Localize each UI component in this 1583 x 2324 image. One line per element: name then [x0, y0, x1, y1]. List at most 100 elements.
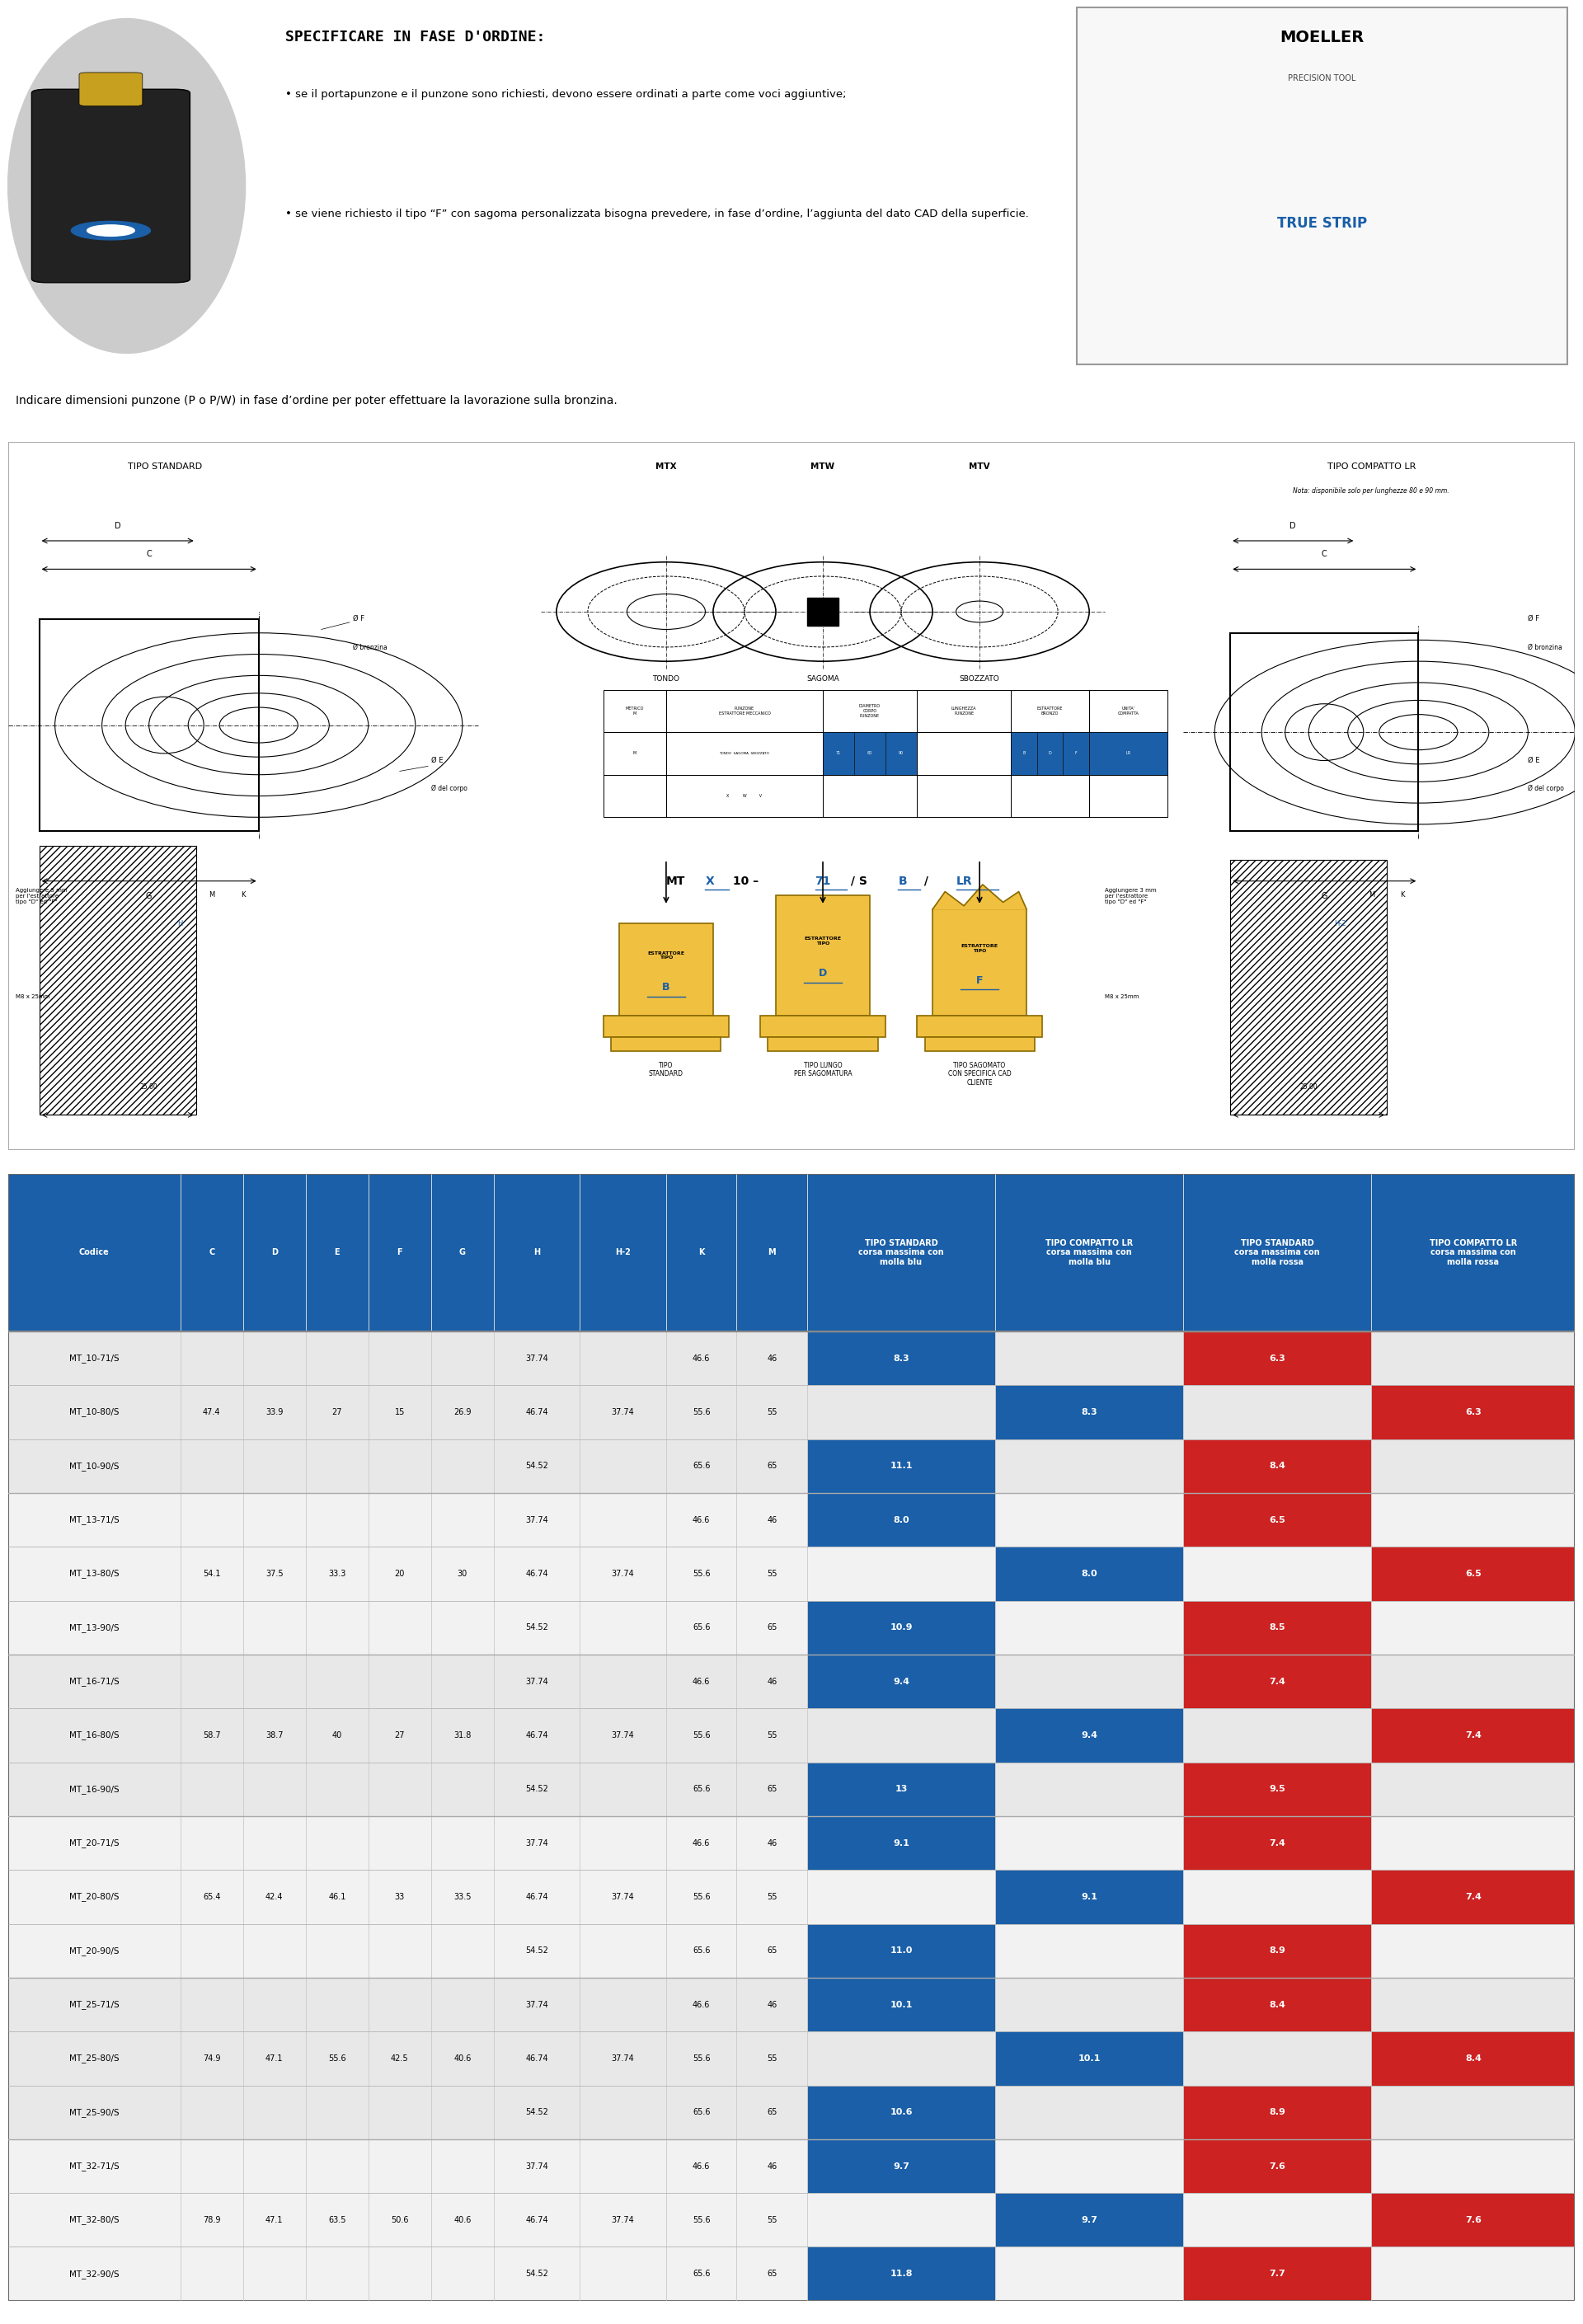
Text: 46.6: 46.6: [693, 1678, 711, 1685]
Text: D: D: [1048, 751, 1051, 755]
Text: Indicare dimensioni punzone (P o P/W) in fase d’ordine per poter effettuare la l: Indicare dimensioni punzone (P o P/W) in…: [16, 395, 617, 407]
Bar: [431, 1385, 494, 1439]
Bar: [736, 1655, 807, 1708]
Bar: [736, 1924, 807, 1978]
Bar: [494, 1385, 579, 1439]
Bar: [736, 1762, 807, 1815]
Text: ESTRATTORE
BRONZO: ESTRATTORE BRONZO: [1037, 706, 1064, 716]
Text: 33.9: 33.9: [266, 1408, 283, 1415]
Bar: [666, 732, 823, 774]
Bar: [1184, 1708, 1371, 1762]
Text: 11.1: 11.1: [890, 1462, 912, 1471]
Bar: [369, 1601, 431, 1655]
Bar: [244, 1174, 306, 1332]
Text: 7.7: 7.7: [1270, 2271, 1285, 2278]
Bar: [760, 1016, 885, 1037]
Bar: [996, 1439, 1184, 1492]
Bar: [996, 1385, 1184, 1439]
Text: C: C: [146, 551, 152, 558]
Text: ESTRATTORE
TIPO: ESTRATTORE TIPO: [804, 937, 842, 946]
Bar: [611, 1037, 720, 1050]
Text: MT_32-80/S: MT_32-80/S: [70, 2215, 119, 2224]
Bar: [736, 1548, 807, 1601]
Text: TIPO COMPATTO LR: TIPO COMPATTO LR: [1327, 462, 1415, 472]
Text: TIPO SAGOMATO
CON SPECIFICA CAD
CLIENTE: TIPO SAGOMATO CON SPECIFICA CAD CLIENTE: [948, 1062, 1012, 1085]
Bar: [8, 2194, 180, 2247]
Bar: [431, 2247, 494, 2301]
Bar: [369, 2247, 431, 2301]
Text: / S: / S: [847, 876, 867, 888]
Bar: [807, 1385, 996, 1439]
Text: MTW: MTW: [810, 462, 834, 472]
Bar: [180, 2138, 244, 2194]
Text: MT_13-80/S: MT_13-80/S: [70, 1569, 119, 1578]
Bar: [431, 2085, 494, 2138]
Bar: [8, 1439, 180, 1492]
Text: 54.52: 54.52: [526, 2271, 548, 2278]
Text: 15: 15: [394, 1408, 405, 1415]
Bar: [306, 1601, 369, 1655]
Bar: [369, 1708, 431, 1762]
Text: 55.6: 55.6: [692, 2054, 711, 2061]
Text: 7.4: 7.4: [1464, 1731, 1482, 1738]
Text: 46.74: 46.74: [526, 1569, 548, 1578]
Bar: [579, 2247, 666, 2301]
Bar: [1371, 1439, 1575, 1492]
Text: MT_25-80/S: MT_25-80/S: [70, 2054, 119, 2064]
Bar: [1371, 1332, 1575, 1385]
Text: 27: 27: [332, 1408, 342, 1415]
Bar: [855, 732, 885, 774]
Bar: [8, 2138, 180, 2194]
Bar: [244, 2031, 306, 2085]
Text: 10.6: 10.6: [890, 2108, 912, 2117]
Text: 65: 65: [766, 2271, 777, 2278]
Bar: [1184, 1332, 1371, 1385]
Text: 10.9: 10.9: [890, 1624, 912, 1631]
Text: MTV: MTV: [969, 462, 989, 472]
Text: MT_20-90/S: MT_20-90/S: [70, 1945, 119, 1954]
Bar: [579, 2138, 666, 2194]
Bar: [8, 1924, 180, 1978]
Bar: [579, 1548, 666, 1601]
Text: TONDO  SAGOMA  SBOZZATO: TONDO SAGOMA SBOZZATO: [719, 751, 769, 755]
Text: TIPO COMPATTO LR
corsa massima con
molla blu: TIPO COMPATTO LR corsa massima con molla…: [1045, 1239, 1133, 1267]
Text: LR: LR: [956, 876, 972, 888]
Bar: [807, 2194, 996, 2247]
Bar: [1371, 1708, 1575, 1762]
Bar: [996, 1601, 1184, 1655]
Text: 46: 46: [766, 2001, 777, 2008]
Text: 7.4: 7.4: [1270, 1838, 1285, 1848]
Bar: [1371, 1871, 1575, 1924]
Text: 46: 46: [766, 2161, 777, 2171]
Bar: [369, 1385, 431, 1439]
Text: MT_20-71/S: MT_20-71/S: [70, 1838, 119, 1848]
Text: ESTRATTORE
TIPO: ESTRATTORE TIPO: [961, 944, 999, 953]
Bar: [996, 1978, 1184, 2031]
Text: 33: 33: [394, 1892, 405, 1901]
Text: 55: 55: [766, 2215, 777, 2224]
Bar: [494, 2194, 579, 2247]
Text: 55: 55: [766, 1408, 777, 1415]
Bar: [180, 2194, 244, 2247]
Bar: [494, 1762, 579, 1815]
Bar: [369, 1439, 431, 1492]
Bar: [1012, 732, 1037, 774]
Text: SAGOMA: SAGOMA: [806, 676, 839, 683]
Bar: [666, 1655, 736, 1708]
Bar: [736, 1174, 807, 1332]
Text: 65.6: 65.6: [692, 2108, 711, 2117]
Bar: [1184, 2085, 1371, 2138]
Bar: [431, 1815, 494, 1871]
Text: 42.5: 42.5: [391, 2054, 408, 2061]
Text: 55.6: 55.6: [692, 1731, 711, 1738]
Text: MT_10-71/S: MT_10-71/S: [70, 1355, 119, 1362]
Text: 37.74: 37.74: [526, 2161, 548, 2171]
Bar: [306, 2138, 369, 2194]
Text: 65.6: 65.6: [692, 1948, 711, 1954]
Bar: [807, 2138, 996, 2194]
Bar: [996, 1708, 1184, 1762]
Text: 58.7: 58.7: [203, 1731, 220, 1738]
Bar: [431, 1871, 494, 1924]
Text: 71: 71: [836, 751, 841, 755]
Text: 7.6: 7.6: [1464, 2215, 1482, 2224]
